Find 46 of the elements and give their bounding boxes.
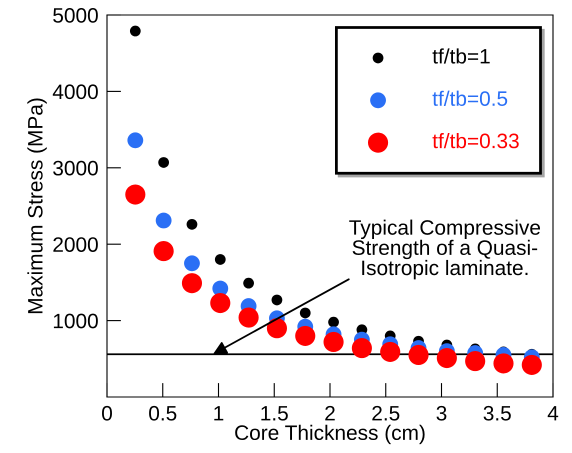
- point: [352, 338, 372, 358]
- y-tick-label: 4000: [52, 84, 98, 100]
- point: [266, 318, 287, 338]
- point: [125, 184, 146, 205]
- point: [324, 332, 344, 352]
- legend-label: tf/tb=0.5: [432, 90, 508, 106]
- point: [272, 294, 282, 306]
- point: [210, 292, 230, 314]
- x-tick-label: 0: [102, 406, 112, 421]
- point: [214, 254, 226, 265]
- point: [328, 316, 339, 328]
- legend-label: tf/tb=0.33: [432, 133, 519, 148]
- point: [295, 326, 316, 346]
- y-tick-label: 1000: [54, 314, 98, 328]
- point: [522, 354, 542, 375]
- point: [158, 157, 170, 168]
- point: [300, 308, 311, 318]
- point: [184, 255, 200, 272]
- point: [127, 132, 144, 148]
- x-axis-title: Core Thickness (cm): [235, 424, 425, 444]
- legend-label: tf/tb=1: [432, 48, 490, 64]
- y-axis-title: Maximum Stress (MPa): [27, 98, 47, 314]
- x-tick-label: 1: [214, 406, 224, 420]
- point: [380, 342, 400, 362]
- x-tick-label: 3: [436, 406, 446, 421]
- x-tick-label: 2.5: [372, 406, 400, 421]
- point: [186, 218, 198, 230]
- point: [154, 241, 174, 262]
- point: [465, 351, 486, 372]
- point: [493, 353, 514, 374]
- point: [408, 344, 429, 366]
- point: [156, 212, 172, 228]
- x-tick-label: 1.5: [261, 406, 288, 421]
- point: [182, 273, 202, 294]
- point: [243, 278, 254, 289]
- x-tick-label: 4: [548, 406, 558, 420]
- y-tick-label: 3000: [53, 160, 98, 176]
- x-tick-label: 0.5: [149, 406, 176, 421]
- y-tick-label: 2000: [53, 237, 98, 252]
- x-tick-label: 3.5: [484, 406, 511, 421]
- point: [130, 26, 141, 36]
- annotation: Typical Compressive Strength of a Quasi- Isotropic laminate.: [349, 220, 540, 280]
- point: [238, 307, 259, 328]
- point: [436, 348, 457, 368]
- x-tick-label: 2: [325, 406, 335, 420]
- y-tick-label: 5000: [53, 8, 98, 23]
